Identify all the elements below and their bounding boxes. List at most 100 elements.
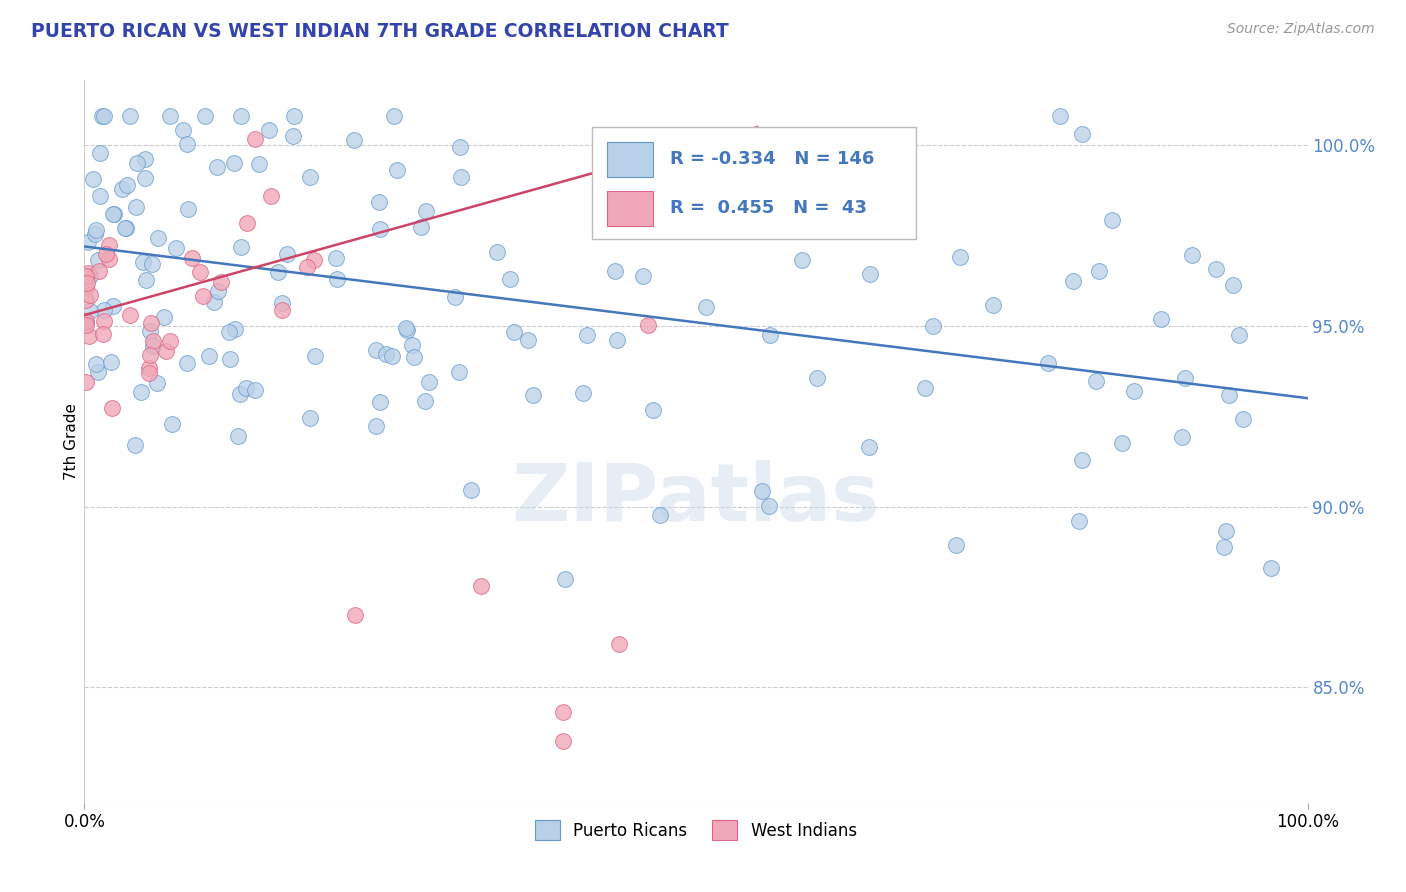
Point [449,140,471,154]
Point [198,349,221,363]
Point [76,235,98,250]
Point [188,264,211,278]
Point [499,271,522,285]
Point [395,321,418,335]
Point [176,136,198,151]
Point [1071,452,1094,467]
Point [87,253,110,268]
Point [395,323,418,337]
Point [460,483,482,497]
Point [124,201,146,215]
Point [652,217,675,231]
Point [211,275,233,289]
Point [86,223,108,237]
Point [326,272,349,286]
Point [243,132,266,146]
Point [120,308,142,322]
Point [283,110,305,124]
Point [413,394,436,409]
Point [603,264,626,278]
Point [87,365,110,379]
Point [522,387,544,401]
Point [402,351,425,365]
Point [343,607,366,622]
Point [135,273,157,287]
Point [553,734,575,748]
Point [127,155,149,169]
Point [641,402,664,417]
Point [93,314,115,328]
Point [257,123,280,137]
Point [82,172,104,186]
Point [172,123,194,137]
Point [418,375,440,389]
Bar [606,191,654,226]
Point [374,346,396,360]
Y-axis label: 7th Grade: 7th Grade [63,403,79,480]
Point [145,376,167,390]
Text: Source: ZipAtlas.com: Source: ZipAtlas.com [1227,22,1375,37]
Point [191,289,214,303]
Point [367,194,389,209]
Point [1260,561,1282,575]
Point [83,227,105,241]
Point [89,264,111,278]
Point [409,220,432,235]
Point [381,349,404,363]
Point [637,318,659,332]
Point [181,251,204,265]
Text: ZIPatlas: ZIPatlas [512,460,880,539]
Point [401,337,423,351]
Point [1084,374,1107,388]
Point [115,221,138,235]
Point [219,352,242,367]
Point [1071,127,1094,141]
Point [75,315,97,329]
Point [202,295,225,310]
Point [516,333,538,347]
Point [146,231,169,245]
Point [141,257,163,271]
Point [153,310,176,324]
Point [132,254,155,268]
Point [76,266,98,280]
Point [96,246,118,260]
Point [576,327,599,342]
Point [606,334,628,348]
Point [118,110,141,124]
Point [90,110,112,124]
Point [224,322,246,336]
Point [572,385,595,400]
Point [1101,213,1123,227]
Point [755,156,778,170]
Point [141,339,163,353]
Point [1036,355,1059,369]
Point [364,418,387,433]
Point [1205,261,1227,276]
Point [283,128,305,143]
Point [93,302,115,317]
Point [485,245,508,260]
Point [231,240,253,254]
Point [89,145,111,160]
Point [165,241,187,255]
Point [1212,540,1234,554]
Point [447,365,470,379]
Point [370,222,392,236]
Point [103,207,125,221]
Point [75,281,97,295]
Point [93,110,115,124]
Point [806,371,828,385]
Point [79,269,101,284]
Point [1088,264,1111,278]
Point [124,438,146,452]
Point [141,316,163,330]
Point [155,343,177,358]
Point [1174,370,1197,384]
Point [298,411,321,425]
Point [1218,387,1240,401]
Point [299,170,322,185]
Point [176,356,198,370]
Point [75,293,97,308]
Point [139,348,162,362]
